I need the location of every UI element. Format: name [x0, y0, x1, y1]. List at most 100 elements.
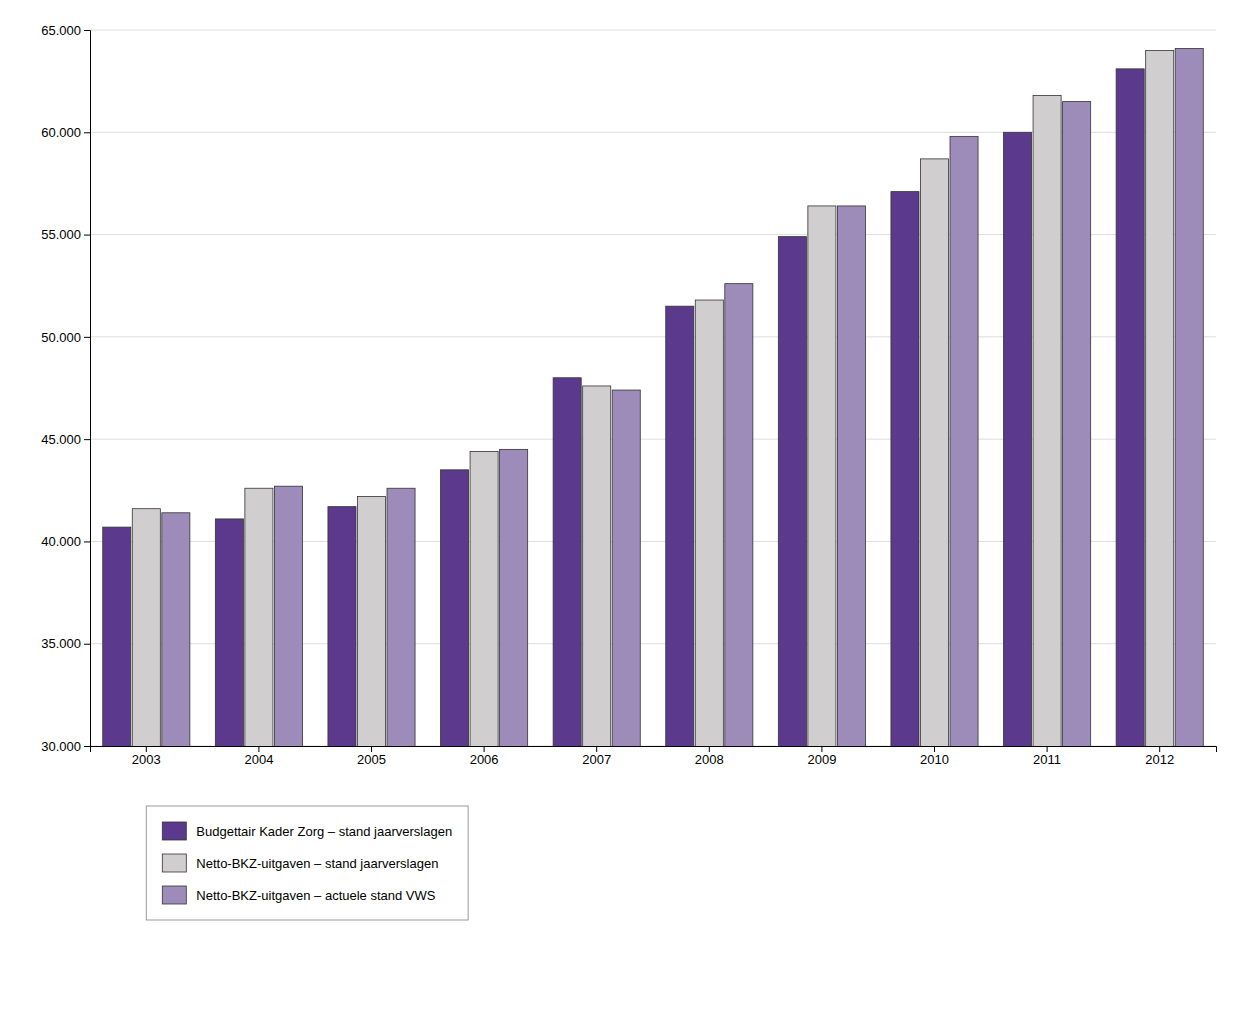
x-tick: 2006	[470, 746, 499, 767]
x-tick-mark	[596, 746, 597, 752]
x-tick-label: 2006	[470, 752, 499, 767]
bar	[215, 519, 243, 746]
bar-series	[132, 50, 1173, 746]
y-tick-label: 55.000	[41, 227, 81, 242]
bar	[612, 390, 640, 746]
y-tick: 45.000	[41, 432, 90, 447]
bar	[1004, 132, 1032, 746]
bar	[808, 206, 836, 746]
bar	[891, 192, 919, 746]
bar	[837, 206, 865, 746]
y-tick-label: 50.000	[41, 330, 81, 345]
y-tick-mark	[84, 541, 90, 542]
x-tick-mark	[934, 746, 935, 752]
y-tick: 65.000	[41, 23, 90, 38]
x-tick-label: 2012	[1145, 752, 1174, 767]
y-tick-label: 40.000	[41, 534, 81, 549]
x-tick-mark	[1047, 746, 1048, 752]
bar-series	[162, 48, 1203, 746]
x-tick: 2007	[582, 746, 611, 767]
x-tick-mark	[146, 746, 147, 752]
bar	[245, 488, 273, 746]
x-tick-mark	[484, 746, 485, 752]
x-tick-label: 2010	[920, 752, 949, 767]
x-axis: 2003 2004 2005 2006 2007 2008 2009 2010 2011 2012	[91, 746, 1217, 767]
y-tick-mark	[84, 132, 90, 133]
x-tick: 2008	[695, 746, 724, 767]
x-tick-label: 2003	[132, 752, 161, 767]
y-tick-label: 45.000	[41, 432, 81, 447]
y-tick-mark	[84, 439, 90, 440]
bar	[328, 507, 356, 746]
bar	[357, 496, 385, 746]
bar	[920, 159, 948, 746]
bar	[778, 237, 806, 746]
x-tick-mark	[258, 746, 259, 752]
bar	[950, 136, 978, 746]
x-tick-label: 2004	[244, 752, 273, 767]
y-tick: 60.000	[41, 125, 90, 140]
bar	[1116, 69, 1144, 746]
bar	[1146, 50, 1174, 746]
y-tick: 50.000	[41, 330, 90, 345]
bar	[583, 386, 611, 746]
bar	[103, 527, 131, 746]
legend-item: Netto-BKZ-uitgaven – actuele stand VWS	[162, 886, 436, 904]
legend-item: Netto-BKZ-uitgaven – stand jaarverslagen	[162, 854, 438, 872]
y-tick-mark	[84, 30, 90, 31]
bar	[725, 284, 753, 746]
bar	[132, 509, 160, 746]
bar	[274, 486, 302, 746]
bar	[1063, 102, 1091, 746]
x-tick-mark	[821, 746, 822, 752]
x-tick-mark	[1159, 746, 1160, 752]
y-tick-mark	[84, 337, 90, 338]
x-tick: 2004	[244, 746, 273, 767]
x-tick: 2010	[920, 746, 949, 767]
legend-swatch	[162, 886, 186, 904]
x-tick-label: 2008	[695, 752, 724, 767]
legend-swatch	[162, 854, 186, 872]
chart-svg: 30.000 35.000 40.000 45.000 50.000 55.000 60.0…	[0, 0, 1246, 1016]
legend-label: Budgettair Kader Zorg – stand jaarversla…	[196, 824, 452, 839]
bar	[666, 306, 694, 746]
legend: Budgettair Kader Zorg – stand jaarversla…	[146, 806, 468, 920]
x-axis-line	[91, 747, 1217, 753]
y-tick-mark	[84, 235, 90, 236]
bar	[500, 449, 528, 746]
x-tick-label: 2009	[807, 752, 836, 767]
x-tick: 2009	[807, 746, 836, 767]
y-tick: 35.000	[41, 636, 90, 651]
legend-item: Budgettair Kader Zorg – stand jaarversla…	[162, 822, 452, 840]
bar	[470, 451, 498, 746]
x-tick-label: 2007	[582, 752, 611, 767]
x-tick-label: 2005	[357, 752, 386, 767]
legend-swatch	[162, 822, 186, 840]
y-tick-mark	[84, 644, 90, 645]
legend-label: Netto-BKZ-uitgaven – actuele stand VWS	[196, 888, 436, 903]
x-tick: 2011	[1033, 746, 1061, 767]
y-tick-label: 65.000	[41, 23, 81, 38]
y-tick-label: 35.000	[41, 636, 81, 651]
y-tick-label: 60.000	[41, 125, 81, 140]
bar-series	[103, 69, 1144, 746]
bar	[162, 513, 190, 746]
grid-line	[90, 30, 1216, 31]
x-tick-label: 2011	[1033, 752, 1061, 767]
bar	[1033, 95, 1061, 746]
y-axis-line	[84, 31, 91, 747]
legend-frame	[146, 806, 468, 920]
bar	[695, 300, 723, 746]
x-tick-mark	[371, 746, 372, 752]
y-axis: 30.000 35.000 40.000 45.000 50.000 55.000 60.0…	[41, 23, 90, 754]
y-tick: 40.000	[41, 534, 90, 549]
x-tick-mark	[709, 746, 710, 752]
chart-container: 30.000 35.000 40.000 45.000 50.000 55.000 60.0…	[0, 0, 1246, 1016]
bar	[441, 470, 469, 746]
y-tick-mark	[84, 746, 90, 747]
y-tick: 55.000	[41, 227, 90, 242]
plot-area: 30.000 35.000 40.000 45.000 50.000 55.000 60.0…	[41, 23, 1216, 1016]
y-tick-label: 30.000	[41, 739, 81, 754]
x-tick: 2012	[1145, 746, 1174, 767]
x-tick: 2003	[132, 746, 161, 767]
